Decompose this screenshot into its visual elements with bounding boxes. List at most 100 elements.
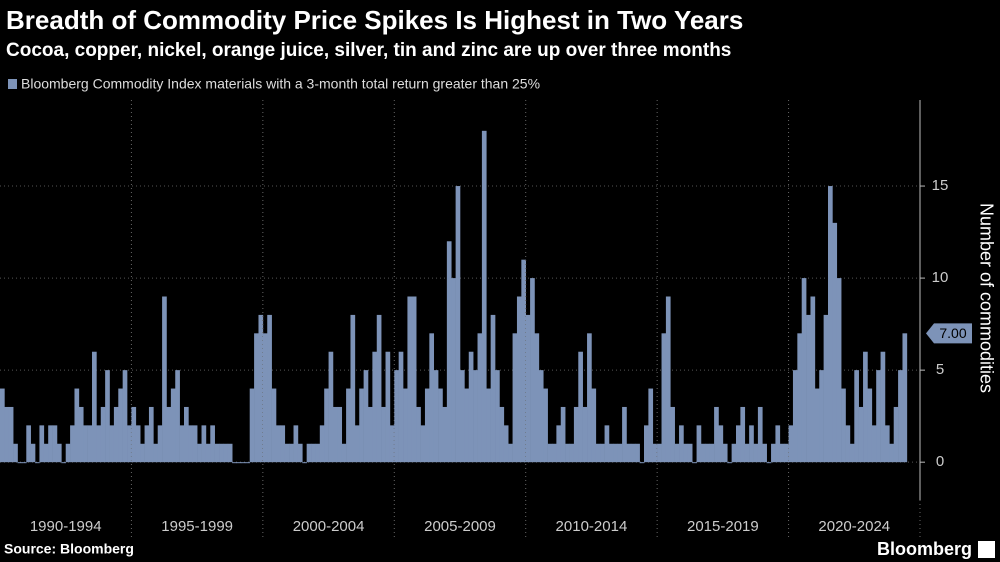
bar: [175, 370, 180, 463]
bar: [731, 443, 737, 463]
bar: [337, 406, 343, 463]
bar: [832, 222, 838, 463]
bar: [65, 443, 71, 463]
bar: [381, 406, 386, 463]
bar: [556, 425, 562, 463]
bar: [262, 333, 268, 463]
bar: [823, 314, 829, 463]
bar: [227, 443, 233, 463]
bar: [363, 370, 369, 463]
bar: [148, 406, 154, 463]
bar: [140, 443, 145, 463]
bar: [762, 443, 767, 463]
y-tick-label: 5: [936, 361, 944, 378]
bar: [61, 462, 67, 464]
bar: [819, 370, 824, 463]
bar: [573, 406, 579, 463]
bar: [674, 443, 680, 463]
bar: [595, 443, 601, 463]
bar: [446, 241, 452, 463]
bar: [341, 443, 347, 463]
bar: [604, 425, 610, 463]
bar: [144, 425, 150, 463]
bar: [806, 314, 811, 463]
bar: [236, 462, 242, 464]
bar: [705, 443, 711, 463]
bar: [810, 296, 816, 463]
bar: [657, 443, 662, 463]
bar: [613, 443, 619, 463]
bar: [841, 388, 846, 463]
bar: [652, 443, 658, 463]
bar: [481, 130, 487, 463]
bar: [74, 388, 80, 463]
bar: [26, 425, 31, 463]
bar: [845, 425, 851, 463]
bar: [902, 333, 908, 463]
bar: [771, 443, 776, 463]
bar: [801, 278, 807, 463]
bar: [197, 443, 202, 463]
bar: [407, 296, 413, 463]
bar: [280, 425, 286, 463]
bar: [828, 186, 833, 463]
bar: [692, 462, 697, 464]
bar: [105, 370, 110, 463]
bar: [30, 443, 36, 463]
bar: [346, 388, 351, 463]
bar: [385, 351, 391, 463]
bar: [153, 443, 159, 463]
bar: [460, 370, 465, 463]
bar: [389, 425, 395, 463]
bar: [96, 425, 102, 463]
bar: [486, 388, 491, 463]
bar: [565, 443, 570, 463]
bar: [87, 425, 93, 463]
bar: [416, 406, 421, 463]
bar: [214, 443, 220, 463]
bar: [118, 388, 123, 463]
bar: [438, 388, 443, 463]
bar: [665, 296, 671, 463]
chart-subtitle: Cocoa, copper, nickel, orange juice, sil…: [6, 40, 731, 61]
bar: [179, 425, 185, 463]
bar: [788, 425, 794, 463]
bar: [311, 443, 316, 463]
bar: [131, 406, 137, 463]
bar: [17, 462, 23, 464]
bar: [350, 314, 356, 463]
bar: [21, 462, 27, 464]
bar: [814, 388, 820, 463]
bar: [354, 425, 360, 463]
bar: [240, 462, 246, 464]
bar: [232, 462, 237, 464]
bar: [8, 406, 14, 463]
bar: [538, 370, 544, 463]
bar: [578, 351, 583, 463]
bar: [718, 425, 724, 463]
legend-swatch: [8, 79, 17, 89]
bar: [779, 443, 785, 463]
chart-title: Breadth of Commodity Price Spikes Is Hig…: [6, 5, 743, 35]
bar: [849, 443, 855, 463]
bar: [245, 462, 251, 464]
bar: [709, 443, 715, 463]
brand: Bloomberg: [877, 539, 972, 559]
legend-label: Bloomberg Commodity Index materials with…: [21, 76, 540, 92]
bar: [170, 388, 176, 463]
bar: [503, 425, 509, 463]
bar: [622, 406, 627, 463]
bar: [740, 406, 746, 463]
bar: [775, 425, 781, 463]
bar: [249, 388, 255, 463]
bar: [512, 333, 518, 463]
bar: [420, 425, 426, 463]
bar: [876, 370, 881, 463]
bar: [70, 425, 75, 463]
bar: [157, 425, 163, 463]
bar: [792, 370, 798, 463]
bar: [276, 425, 281, 463]
x-tick-label: 2005-2009: [424, 518, 496, 535]
bar: [547, 443, 553, 463]
